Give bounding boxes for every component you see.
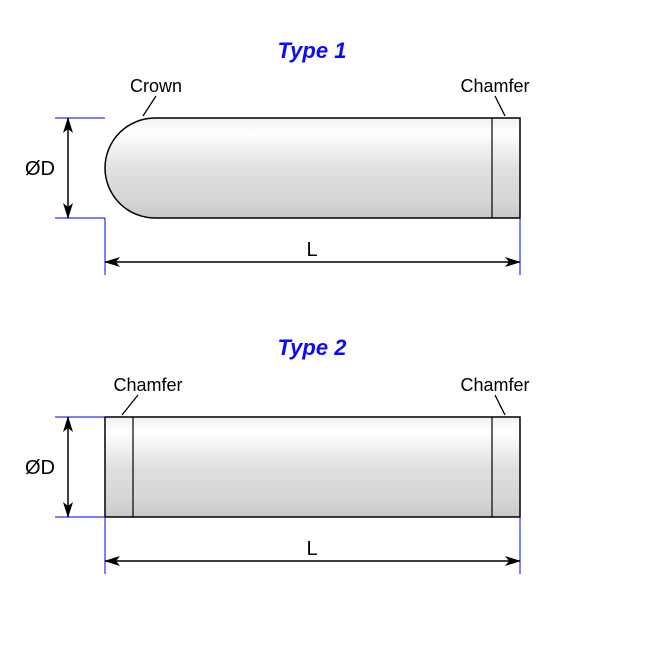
type1-d-label: ØD bbox=[25, 158, 55, 180]
type2-chamfer-left-leader bbox=[122, 395, 138, 415]
type2-chamfer-right-leader bbox=[495, 395, 505, 415]
type2-chamfer-left-label: Chamfer bbox=[113, 375, 182, 395]
type1-chamfer-label: Chamfer bbox=[460, 76, 529, 96]
type2-pin bbox=[105, 417, 520, 517]
type2-l-label: L bbox=[306, 538, 317, 560]
type2-title: Type 2 bbox=[278, 335, 348, 360]
type1-l-label: L bbox=[306, 239, 317, 261]
type1-chamfer-leader bbox=[495, 96, 505, 116]
type1-crown-label: Crown bbox=[130, 76, 182, 96]
type2-chamfer-right-label: Chamfer bbox=[460, 375, 529, 395]
type1-crown-leader bbox=[143, 96, 156, 116]
diagram-container: Type 1 Crown Chamfer ØD L Type 2 Chamfer… bbox=[0, 0, 670, 670]
type1-pin bbox=[105, 118, 520, 218]
type2-d-label: ØD bbox=[25, 457, 55, 479]
type1-title: Type 1 bbox=[278, 38, 347, 63]
diagram-svg: Type 1 Crown Chamfer ØD L Type 2 Chamfer… bbox=[0, 0, 670, 670]
